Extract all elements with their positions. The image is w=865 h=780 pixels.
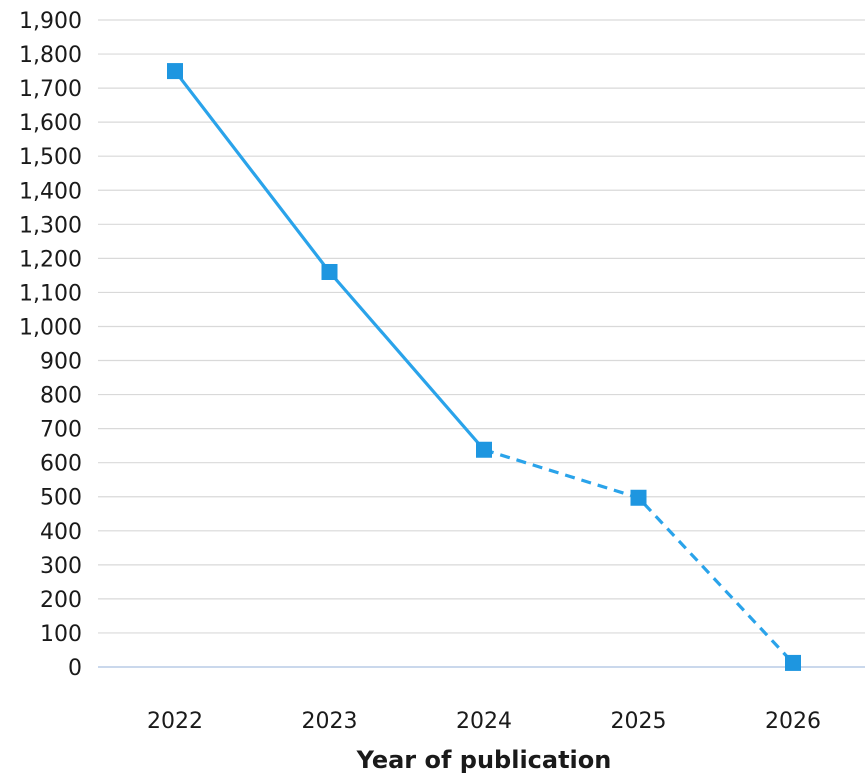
y-tick-label: 1,100 [19,281,82,306]
data-point-marker [321,263,338,280]
y-tick-label: 100 [40,622,82,647]
y-tick-label: 200 [40,588,82,613]
series-line-dashed [483,448,795,665]
y-tick-label: 1,300 [19,213,82,238]
y-tick-label: 1,200 [19,247,82,272]
data-point-marker [476,441,492,458]
y-tick-label: 1,700 [19,77,82,102]
gridlines [98,19,865,668]
x-tick-label: 2025 [611,709,667,734]
x-tick-label: 2026 [765,709,821,734]
series-layer [167,63,801,671]
y-tick-label: 1,500 [19,145,82,170]
y-tick-label: 600 [40,452,82,477]
y-tick-label: 1,900 [19,9,82,34]
data-point-marker [630,489,647,506]
y-tick-label: 500 [40,486,82,511]
y-axis-ticks: 0 100 200 300 400 500 600 700 800 900 1,000 1,100 1,… [19,9,82,681]
series-line-solid [173,70,486,451]
y-tick-label: 1,400 [19,179,82,204]
y-tick-label: 1,600 [19,111,82,136]
x-tick-label: 2024 [456,709,512,734]
y-tick-label: 800 [40,384,82,409]
data-point-marker [167,63,183,80]
x-tick-label: 2023 [302,709,358,734]
y-tick-label: 300 [40,554,82,579]
y-tick-label: 1,800 [19,43,82,68]
x-tick-label: 2022 [147,709,203,734]
y-tick-label: 0 [68,656,82,681]
y-tick-label: 1,000 [19,315,82,340]
y-tick-label: 400 [40,520,82,545]
x-axis-ticks: 2022 2023 2024 2025 2026 [147,709,821,734]
x-axis-title: Year of publication [356,746,612,774]
data-point-marker [785,654,801,671]
y-tick-label: 700 [40,418,82,443]
y-tick-label: 900 [40,350,82,375]
